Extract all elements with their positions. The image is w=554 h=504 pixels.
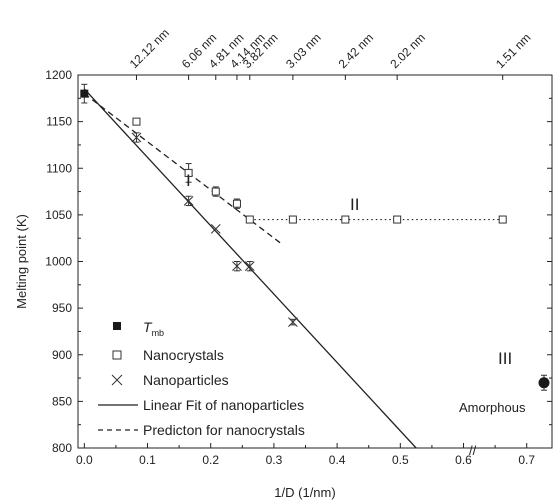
x-tick-label-0.4: 0.4 — [329, 453, 346, 467]
region-label-i: I — [186, 171, 191, 190]
point-1-4 — [245, 215, 254, 224]
x-tick-label-0.7: 0.7 — [518, 453, 535, 467]
y-tick-label-1100: 1100 — [46, 161, 72, 175]
amorphous-point — [538, 377, 550, 389]
point-1-3 — [232, 199, 241, 208]
x-tick-label-0.3: 0.3 — [266, 453, 283, 467]
y-axis-title: Melting point (K) — [14, 214, 29, 309]
point-1-0 — [132, 117, 141, 126]
x-tick-label-0.6: 0.6 — [455, 453, 472, 467]
legend-label-tmb-sub: mb — [152, 328, 165, 338]
legend-item-prediction: Predicton for nanocrystals — [98, 422, 305, 438]
x-tick-label-0.0: 0.0 — [76, 453, 93, 467]
axis-break-mark: // — [469, 443, 477, 458]
top-tick-label: 12.12 nm — [127, 26, 172, 71]
legend-item-nanoparticles: Nanoparticles — [111, 372, 229, 388]
data-markers — [80, 83, 550, 391]
x-tick-label-0.2: 0.2 — [202, 453, 219, 467]
y-tick-label-1200: 1200 — [45, 68, 72, 82]
top-axis: 12.12 nm 6.06 nm4.81 nm4.14 nm3.82 nm 3.03… — [127, 26, 534, 80]
legend-label-nanoparticles: Nanoparticles — [143, 372, 229, 388]
x-tick-label-0.5: 0.5 — [392, 453, 409, 467]
point-2-5 — [288, 317, 298, 327]
point-1-5 — [288, 215, 297, 224]
y-tick-label-1050: 1050 — [45, 208, 72, 222]
y-tick-label-950: 950 — [52, 301, 72, 315]
region-label-iii: III — [498, 349, 512, 368]
fit-lines — [83, 88, 503, 448]
legend-open-square-icon — [112, 350, 122, 360]
legend-label-linear-fit: Linear Fit of nanoparticles — [143, 397, 304, 413]
y-tick-label-900: 900 — [52, 348, 72, 362]
legend-cross-icon — [111, 374, 123, 386]
amorphous-label: Amorphous — [459, 400, 526, 415]
x-axis-title: 1/D (1/nm) — [274, 485, 335, 500]
svg-text:Tmb: Tmb — [143, 319, 164, 338]
legend-label-tmb: T — [143, 319, 153, 335]
y-tick-label-800: 800 — [52, 441, 72, 455]
plot-frame — [77, 74, 553, 449]
legend: Tmb Nanocrystals Nanoparticles Linear Fi… — [98, 319, 305, 438]
annotations: I II III Amorphous // — [186, 171, 526, 458]
point-2-0 — [131, 132, 142, 143]
point-2-1 — [183, 196, 194, 206]
legend-item-tmb: Tmb — [113, 319, 164, 338]
point-1-6 — [341, 215, 350, 224]
top-tick-label: 2.02 nm — [387, 31, 428, 72]
top-tick-label: 1.51 nm — [493, 31, 534, 72]
top-tick-label: 3.03 nm — [283, 31, 324, 72]
y-tick-label-1000: 1000 — [45, 255, 72, 269]
point-1-2 — [211, 187, 220, 196]
point-2-2 — [210, 224, 221, 234]
legend-item-nanocrystals: Nanocrystals — [112, 347, 224, 363]
point-1-7 — [393, 215, 402, 224]
point-2-4 — [244, 261, 255, 272]
legend-item-linear-fit: Linear Fit of nanoparticles — [98, 397, 304, 413]
y-tick-label-1150: 1150 — [46, 115, 72, 129]
y-tick-label-850: 850 — [52, 394, 72, 408]
legend-label-nanocrystals: Nanocrystals — [143, 347, 224, 363]
point-0-0 — [80, 89, 89, 98]
legend-label-prediction: Predicton for nanocrystals — [143, 422, 305, 438]
point-2-3 — [232, 261, 242, 272]
top-tick-label: 2.42 nm — [336, 31, 377, 72]
axes: 800 850 900 950 1000 1050 1100 1150 1200 0.0 0.1 0.… — [14, 68, 553, 500]
legend-filled-square-icon — [113, 322, 121, 330]
region-label-ii: II — [350, 195, 359, 214]
point-1-8 — [498, 215, 507, 224]
point-1-1 — [184, 168, 193, 177]
x-tick-label-0.1: 0.1 — [139, 453, 156, 467]
